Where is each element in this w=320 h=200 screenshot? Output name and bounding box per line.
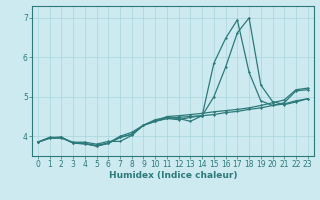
X-axis label: Humidex (Indice chaleur): Humidex (Indice chaleur) — [108, 171, 237, 180]
